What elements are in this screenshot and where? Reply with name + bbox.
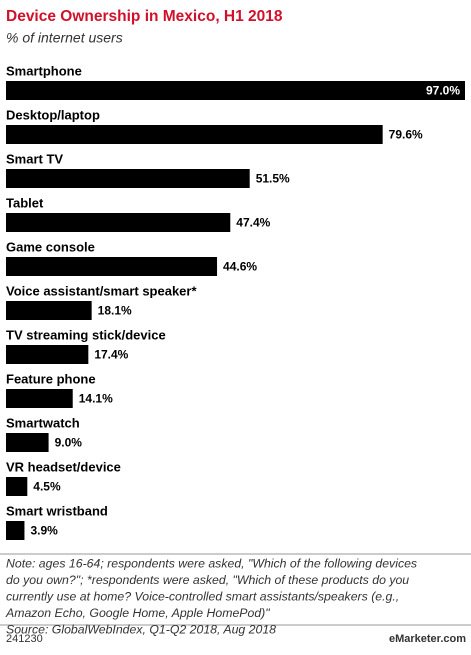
category-label: Game console — [6, 239, 95, 254]
value-label: 4.5% — [33, 480, 61, 494]
category-label: Smart wristband — [6, 503, 108, 518]
value-label: 9.0% — [55, 436, 83, 450]
bar — [6, 213, 231, 232]
bar — [6, 81, 465, 100]
category-label: Smartwatch — [6, 415, 80, 430]
value-label: 47.4% — [236, 216, 270, 230]
value-label: 3.9% — [30, 524, 58, 538]
bar — [6, 433, 49, 452]
category-label: Voice assistant/smart speaker* — [6, 283, 197, 298]
value-label: 14.1% — [79, 392, 113, 406]
source: Source: GlobalWebIndex, Q1-Q2 2018, Aug … — [6, 622, 276, 636]
category-label: VR headset/device — [6, 459, 121, 474]
bar — [6, 521, 25, 540]
brand: eMarketer.com — [389, 633, 466, 645]
value-label: 44.6% — [223, 260, 257, 274]
bar — [6, 477, 28, 496]
note: Amazon Echo, Google Home, Apple HomePod)… — [5, 606, 270, 620]
category-label: Tablet — [6, 195, 44, 210]
value-label: 51.5% — [256, 172, 290, 186]
bar — [6, 389, 73, 408]
note: Note: ages 16-64; respondents were asked… — [6, 556, 417, 570]
category-label: Feature phone — [6, 371, 96, 386]
bar — [6, 169, 250, 188]
value-label: 79.6% — [389, 128, 423, 142]
bar — [6, 125, 383, 144]
category-label: Desktop/laptop — [6, 107, 100, 122]
value-label: 18.1% — [98, 304, 132, 318]
category-label: Smart TV — [6, 151, 63, 166]
category-label: Smartphone — [6, 63, 82, 78]
bar — [6, 345, 89, 364]
chart-title: Device Ownership in Mexico, H1 2018 — [6, 8, 283, 25]
bar — [6, 257, 218, 276]
note: do you own?"; *respondents were asked, "… — [6, 573, 409, 587]
chart-subtitle: % of internet users — [6, 30, 123, 46]
note: currently use at home? Voice-controlled … — [6, 589, 399, 603]
bar — [6, 301, 92, 320]
chart-id: 241230 — [6, 633, 43, 645]
category-label: TV streaming stick/device — [6, 327, 166, 342]
value-label: 97.0% — [426, 84, 460, 98]
value-label: 17.4% — [94, 348, 128, 362]
